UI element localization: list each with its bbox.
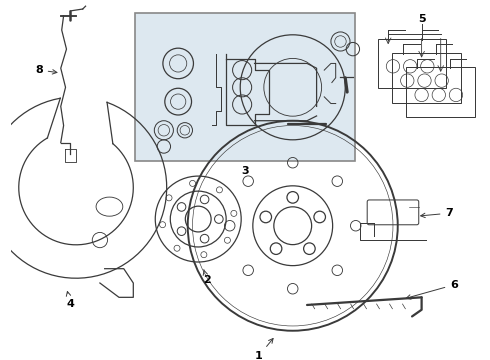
Text: 3: 3 <box>241 166 249 176</box>
Text: 5: 5 <box>418 14 425 23</box>
FancyBboxPatch shape <box>135 13 355 161</box>
Text: 7: 7 <box>421 208 453 218</box>
Text: 4: 4 <box>66 292 74 309</box>
Text: 8: 8 <box>35 65 57 75</box>
Text: 1: 1 <box>254 338 273 360</box>
Text: 6: 6 <box>406 280 458 299</box>
Text: 2: 2 <box>203 270 211 285</box>
